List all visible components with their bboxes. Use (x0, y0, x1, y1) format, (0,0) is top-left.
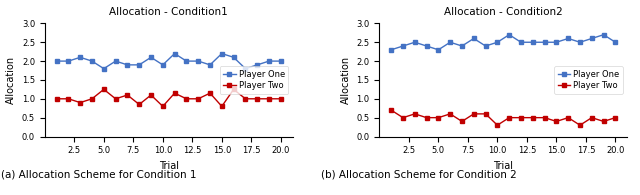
Player One (230, 56, 237, 58)
Player One (600, 34, 607, 36)
Player One (159, 64, 166, 66)
Player Two (88, 98, 96, 100)
Player Two (600, 120, 607, 123)
Player Two (411, 113, 419, 115)
Player Two (423, 116, 431, 119)
Player Two (241, 98, 249, 100)
Player One (482, 45, 490, 47)
Player One (277, 60, 285, 62)
Player One (564, 37, 572, 40)
Player One (100, 67, 108, 70)
Player One (88, 60, 96, 62)
Player Two (482, 113, 490, 115)
Player Two (112, 98, 120, 100)
Player Two (147, 94, 155, 96)
Player Two (470, 113, 477, 115)
Player One (517, 41, 525, 43)
Player One (136, 64, 143, 66)
Player Two (265, 98, 273, 100)
Player Two (277, 98, 285, 100)
Player Two (182, 98, 190, 100)
Player One (76, 56, 84, 58)
Legend: Player One, Player Two: Player One, Player Two (554, 66, 623, 94)
Player Two (588, 116, 596, 119)
Player Two (446, 113, 454, 115)
Player Two (506, 116, 513, 119)
Player One (218, 52, 226, 55)
Player Two (541, 116, 548, 119)
Player One (171, 52, 179, 55)
Player Two (52, 98, 60, 100)
Player One (265, 60, 273, 62)
X-axis label: Trial: Trial (159, 161, 179, 171)
Player One (112, 60, 120, 62)
Player Two (435, 116, 442, 119)
Player One (52, 60, 60, 62)
Line: Player Two: Player Two (54, 87, 283, 108)
Player Two (159, 105, 166, 107)
Player One (506, 34, 513, 36)
Player Two (195, 98, 202, 100)
Player One (493, 41, 501, 43)
Player One (576, 41, 584, 43)
Legend: Player One, Player Two: Player One, Player Two (220, 66, 289, 94)
Player Two (493, 124, 501, 126)
Player One (195, 60, 202, 62)
Y-axis label: Allocation: Allocation (341, 56, 351, 104)
Player Two (399, 116, 407, 119)
Player Two (564, 116, 572, 119)
Line: Player One: Player One (389, 33, 618, 52)
X-axis label: Trial: Trial (493, 161, 513, 171)
Player One (446, 41, 454, 43)
Player One (435, 49, 442, 51)
Player Two (76, 101, 84, 104)
Player One (458, 45, 466, 47)
Player One (387, 49, 395, 51)
Player Two (576, 124, 584, 126)
Player One (529, 41, 536, 43)
Player Two (65, 98, 72, 100)
Player One (65, 60, 72, 62)
Player Two (218, 105, 226, 107)
Player One (241, 67, 249, 70)
Player Two (458, 120, 466, 123)
Player Two (230, 88, 237, 90)
Player Two (612, 116, 620, 119)
Player One (470, 37, 477, 40)
Y-axis label: Allocation: Allocation (6, 56, 16, 104)
Player One (399, 45, 407, 47)
Player Two (387, 109, 395, 111)
Player One (147, 56, 155, 58)
Player Two (100, 88, 108, 90)
Player One (612, 41, 620, 43)
Line: Player Two: Player Two (389, 108, 618, 127)
Title: Allocation - Condition1: Allocation - Condition1 (109, 7, 228, 17)
Player Two (529, 116, 536, 119)
Player One (423, 45, 431, 47)
Player Two (517, 116, 525, 119)
Text: (b) Allocation Scheme for Condition 2: (b) Allocation Scheme for Condition 2 (321, 169, 517, 179)
Player One (588, 37, 596, 40)
Player One (552, 41, 560, 43)
Player Two (206, 92, 214, 94)
Player One (182, 60, 190, 62)
Player Two (124, 94, 131, 96)
Player Two (171, 92, 179, 94)
Player Two (136, 103, 143, 106)
Player One (206, 64, 214, 66)
Line: Player One: Player One (54, 51, 283, 71)
Player Two (253, 98, 261, 100)
Player One (124, 64, 131, 66)
Title: Allocation - Condition2: Allocation - Condition2 (444, 7, 563, 17)
Text: (a) Allocation Scheme for Condition 1: (a) Allocation Scheme for Condition 1 (1, 169, 197, 179)
Player One (411, 41, 419, 43)
Player One (541, 41, 548, 43)
Player Two (552, 120, 560, 123)
Player One (253, 64, 261, 66)
